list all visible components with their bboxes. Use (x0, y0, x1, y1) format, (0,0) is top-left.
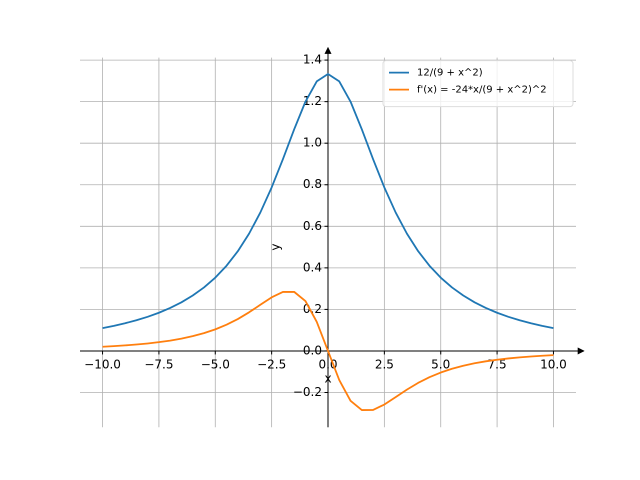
y-tick-label: 0.4 (303, 260, 322, 274)
y-tick-label: 1.0 (303, 136, 322, 150)
legend-box (382, 60, 574, 108)
y-tick-label: −0.2 (293, 385, 322, 399)
line-series (102, 290, 554, 411)
x-tick-label: −7.5 (144, 357, 173, 371)
line-series (102, 73, 554, 329)
legend-label: f'(x) = -24*x/(9 + x^2)^2 (417, 85, 547, 96)
x-tick-label: −10.0 (84, 357, 121, 371)
legend-label: 12/(9 + x^2) (417, 68, 483, 79)
y-tick-label: 0.8 (303, 177, 322, 191)
y-axis-label: y (269, 244, 283, 251)
x-tick-label: 2.5 (375, 357, 394, 371)
x-tick-label: −2.5 (257, 357, 286, 371)
legend: 12/(9 + x^2) f'(x) = -24*x/(9 + x^2)^2 (382, 60, 574, 108)
x-tick-label: 5.0 (431, 357, 450, 371)
x-tick-label: −5.0 (201, 357, 230, 371)
x-axis-label: x (324, 371, 331, 385)
y-tick-label: 0.6 (303, 219, 322, 233)
x-tick-label: 10.0 (540, 357, 567, 371)
y-tick-label: 1.4 (303, 53, 322, 67)
